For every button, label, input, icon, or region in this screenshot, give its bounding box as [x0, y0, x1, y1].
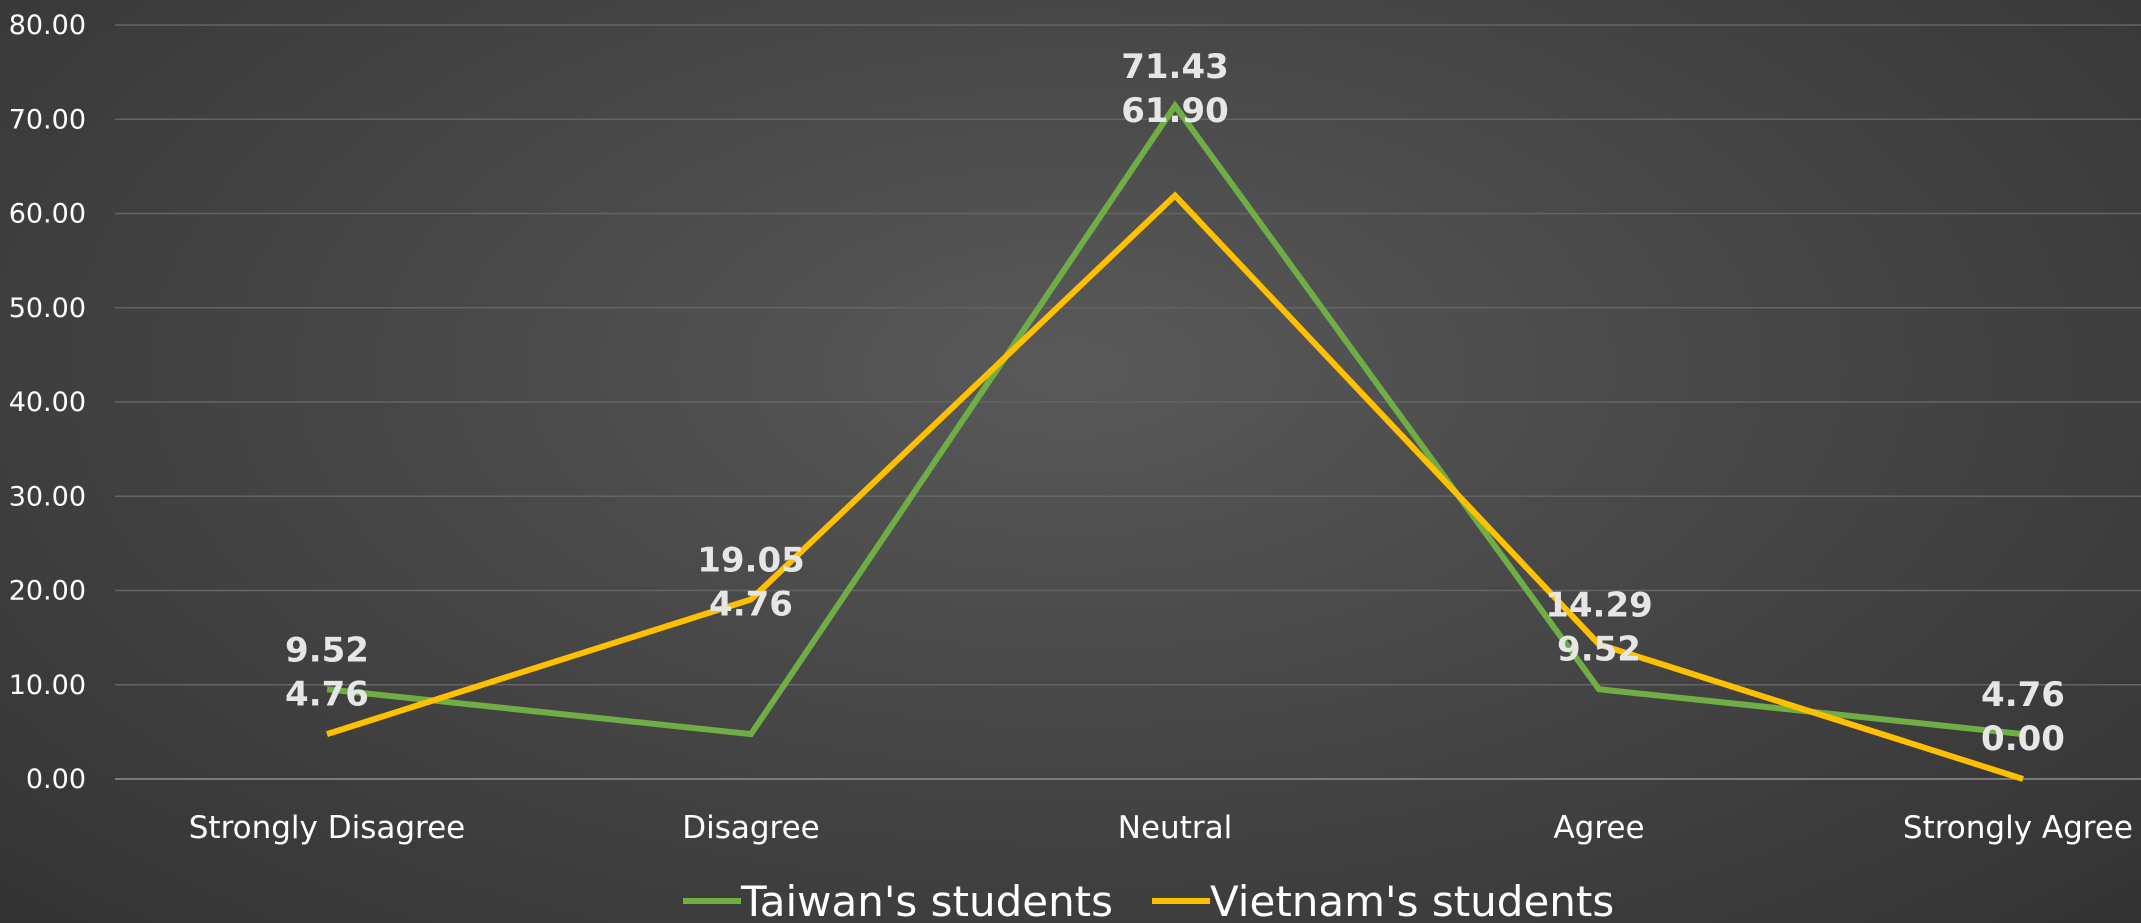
y-tick-label: 20.00 — [9, 576, 86, 607]
data-label: 9.52 — [285, 630, 369, 670]
data-label: 14.29 — [1545, 585, 1653, 625]
y-tick-label: 40.00 — [9, 387, 86, 418]
x-category-label: Strongly Agree — [1903, 810, 2133, 846]
data-label: 0.00 — [1981, 719, 2065, 759]
legend-label: Taiwan's students — [740, 877, 1113, 923]
series-line-1 — [326, 191, 2024, 782]
y-tick-label: 70.00 — [9, 104, 86, 135]
series-line-0 — [326, 100, 2024, 738]
legend-label: Vietnam's students — [1210, 877, 1614, 923]
y-tick-label: 10.00 — [9, 670, 86, 701]
data-label: 9.52 — [1557, 629, 1641, 669]
data-label: 61.90 — [1121, 91, 1229, 131]
data-label: 4.76 — [709, 584, 793, 624]
y-tick-label: 60.00 — [9, 199, 86, 230]
data-label: 71.43 — [1121, 47, 1229, 87]
x-category-label: Agree — [1553, 810, 1644, 846]
y-tick-label: 50.00 — [9, 293, 86, 324]
x-category-label: Neutral — [1118, 810, 1232, 846]
data-label: 4.76 — [1981, 675, 2065, 715]
y-tick-label: 80.00 — [9, 10, 86, 41]
data-label: 19.05 — [697, 540, 805, 580]
y-tick-label: 0.00 — [26, 764, 86, 795]
data-label: 4.76 — [285, 674, 369, 714]
x-category-label: Disagree — [682, 810, 820, 846]
x-category-label: Strongly Disagree — [189, 810, 466, 846]
y-tick-label: 30.00 — [9, 481, 86, 512]
